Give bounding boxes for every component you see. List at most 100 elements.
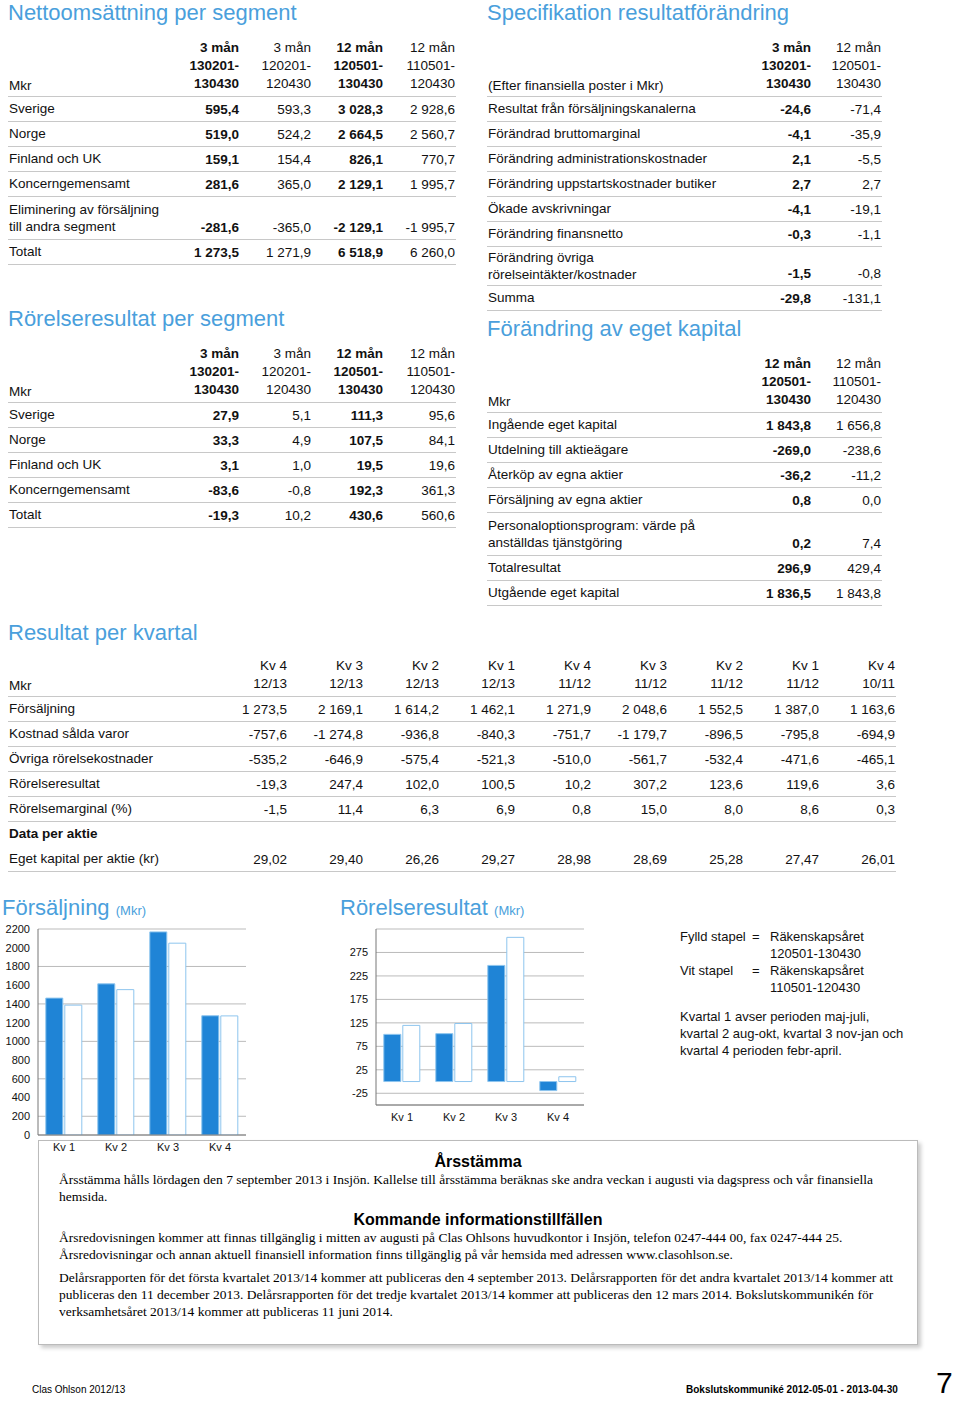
html-text:120430: 120430 <box>265 381 311 397</box>
html-text:Årsredovisningen kommer att fi: Årsredovisningen kommer att finnas tillg… <box>59 1230 843 1262</box>
html-text:Årsstämma hålls lördagen den 7: Årsstämma hålls lördagen den 7 september… <box>59 1172 873 1204</box>
html-text:Personaloptionsprogram: värde: Personaloptionsprogram: värde på anställ… <box>488 517 696 550</box>
html-text:154,4: 154,4 <box>277 151 311 167</box>
html-text:Nettoomsättning per segment: Nettoomsättning per segment <box>8 0 297 25</box>
html-text:3 mån: 3 mån <box>200 39 239 55</box>
html-text:95,6: 95,6 <box>428 407 455 423</box>
html-text:Mkr: Mkr <box>9 383 32 399</box>
html-text:6 518,9: 6 518,9 <box>338 244 383 260</box>
html-text:130201-: 130201- <box>189 57 239 73</box>
html-text:-365,0: -365,0 <box>272 219 311 235</box>
html-text:4,9: 4,9 <box>292 432 311 448</box>
html-text:130430: 130430 <box>193 381 239 397</box>
html-text:6 260,0: 6 260,0 <box>410 244 455 260</box>
html-text:519,0: 519,0 <box>205 126 239 142</box>
html-text:1 273,5: 1 273,5 <box>194 244 239 260</box>
html-text:Mkr: Mkr <box>9 77 32 93</box>
html-text:Delårsrapporten för det första: Delårsrapporten för det första kvartalet… <box>59 1270 894 1319</box>
html-text:3 mån: 3 mån <box>200 345 239 361</box>
html-text:120201-: 120201- <box>261 363 311 379</box>
html-text:120501-: 120501- <box>333 363 383 379</box>
html-text:120430: 120430 <box>409 75 455 91</box>
html-text:-281,6: -281,6 <box>200 219 239 235</box>
html-text:826,1: 826,1 <box>349 151 383 167</box>
svg-text:125: 125 <box>350 1017 368 1029</box>
html-text:593,3: 593,3 <box>277 101 311 117</box>
html-text:12 mån: 12 mån <box>336 39 383 55</box>
html-text:Eliminering av försäljning til: Eliminering av försäljning till andra se… <box>9 201 160 234</box>
svg-text:600: 600 <box>12 1073 30 1085</box>
html-text:120501-: 120501- <box>333 57 383 73</box>
html-text:111,3: 111,3 <box>350 407 383 423</box>
html-text:12 mån: 12 mån <box>410 345 455 361</box>
html-text:130430: 130430 <box>337 381 383 397</box>
svg-text:1600: 1600 <box>8 979 30 991</box>
html-text:524,2: 524,2 <box>277 126 311 142</box>
svg-text:1000: 1000 <box>8 1035 30 1047</box>
svg-text:25: 25 <box>356 1064 368 1076</box>
svg-text:Kv 1: Kv 1 <box>53 1141 75 1153</box>
html-text:Kvartal 1 avser perioden maj-j: Kvartal 1 avser perioden maj-juli, kvart… <box>680 1009 904 1058</box>
html-text:770,7: 770,7 <box>421 151 455 167</box>
svg-text:Kv 4: Kv 4 <box>547 1111 569 1123</box>
html-text:Resultat per kvartal: Resultat per kvartal <box>8 620 198 645</box>
html-text:2 129,1: 2 129,1 <box>338 176 383 192</box>
svg-text:Kv 3: Kv 3 <box>157 1141 179 1153</box>
html-text:-1 995,7: -1 995,7 <box>405 219 455 235</box>
svg-text:-25: -25 <box>352 1087 368 1099</box>
svg-text:800: 800 <box>12 1054 30 1066</box>
html-text:595,4: 595,4 <box>205 101 239 117</box>
html-text:130430: 130430 <box>337 75 383 91</box>
svg-text:200: 200 <box>12 1110 30 1122</box>
svg-text:Kv 4: Kv 4 <box>209 1141 231 1153</box>
html-text:Försäljning (Mkr): Försäljning (Mkr) <box>2 895 147 920</box>
html-text:33,3: 33,3 <box>212 432 239 448</box>
svg-text:1400: 1400 <box>8 998 30 1010</box>
svg-text:225: 225 <box>350 970 368 982</box>
html-text:2 560,7: 2 560,7 <box>410 126 455 142</box>
html-text:1 271,9: 1 271,9 <box>266 244 311 260</box>
html-text:3 mån: 3 mån <box>273 345 311 361</box>
svg-text:75: 75 <box>356 1040 368 1052</box>
svg-text:Kv 3: Kv 3 <box>495 1111 517 1123</box>
html-text:365,0: 365,0 <box>277 176 311 192</box>
html-text:130430: 130430 <box>193 75 239 91</box>
html-text:120430: 120430 <box>265 75 311 91</box>
svg-text:Kv 2: Kv 2 <box>105 1141 127 1153</box>
svg-text:2200: 2200 <box>8 923 30 935</box>
html-text:2 928,6: 2 928,6 <box>410 101 455 117</box>
html-text:1 995,7: 1 995,7 <box>410 176 455 192</box>
svg-text:0: 0 <box>24 1129 30 1141</box>
html-text:120430: 120430 <box>409 381 455 397</box>
svg-text:Kv 1: Kv 1 <box>391 1111 413 1123</box>
html-text:130201-: 130201- <box>189 363 239 379</box>
svg-text:Kv 2: Kv 2 <box>443 1111 465 1123</box>
html-text:Förändring övriga rörelseintäk: Förändring övriga rörelseintäkter/kostna… <box>488 249 637 282</box>
svg-text:1200: 1200 <box>8 1017 30 1029</box>
html-text:3 mån: 3 mån <box>273 39 311 55</box>
svg-text:1800: 1800 <box>8 960 30 972</box>
html-text:12 mån: 12 mån <box>336 345 383 361</box>
html-text:3 028,3: 3 028,3 <box>338 101 383 117</box>
html-text:27,9: 27,9 <box>212 407 239 423</box>
html-text:Specifikation resultatförändri: Specifikation resultatförändring <box>487 0 790 25</box>
html-text:7: 7 <box>936 1366 953 1399</box>
html-text:110501-: 110501- <box>406 363 455 379</box>
html-text:Årsstämma: Årsstämma <box>434 1153 522 1170</box>
html-text:Rörelseresultat per segment: Rörelseresultat per segment <box>8 306 285 331</box>
html-text:281,6: 281,6 <box>205 176 239 192</box>
html-text:Kommande informationstillfälle: Kommande informationstillfällen <box>353 1211 603 1228</box>
html-text:120201-: 120201- <box>261 57 311 73</box>
html-text:Förändring av eget kapital: Förändring av eget kapital <box>487 316 742 341</box>
svg-text:400: 400 <box>12 1091 30 1103</box>
html-text:110501-: 110501- <box>406 57 455 73</box>
svg-text:2000: 2000 <box>8 942 30 954</box>
html-text:2 664,5: 2 664,5 <box>338 126 383 142</box>
html-text:159,1: 159,1 <box>205 151 239 167</box>
html-text:12 mån: 12 mån <box>410 39 455 55</box>
svg-text:175: 175 <box>350 993 368 1005</box>
html-text:Rörelseresultat (Mkr): Rörelseresultat (Mkr) <box>340 895 525 920</box>
html-text:-2 129,1: -2 129,1 <box>333 219 383 235</box>
html-text:5,1: 5,1 <box>292 407 311 423</box>
svg-text:275: 275 <box>350 946 368 958</box>
